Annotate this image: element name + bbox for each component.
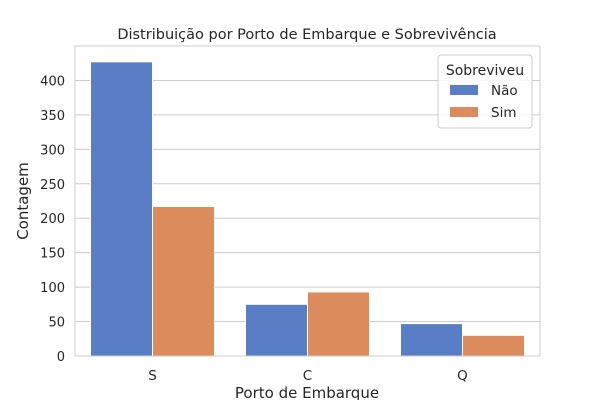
x-tick-label: Q [457,368,468,384]
x-tick-label: C [303,368,312,384]
y-tick-labels: 0 50 100 150 200 250 300 350 400 [40,74,65,365]
y-tick-label: 200 [40,212,65,227]
legend-swatch-sim [450,107,478,117]
y-tick-label: 300 [40,143,65,158]
legend-label-sim: Sim [491,105,516,121]
y-tick-label: 50 [48,316,65,331]
y-tick-label: 400 [40,74,65,89]
bar-s-sim [152,206,215,357]
y-tick-label: 100 [40,281,65,296]
bar-q-sim [462,334,525,357]
y-tick-label: 150 [40,247,65,262]
chart-title: Distribuição por Porto de Embarque e Sob… [117,27,496,43]
bar-q-nao [400,323,463,357]
bar-c-sim [307,291,370,357]
legend: Sobreviveu Não Sim [437,54,533,129]
bar-c-nao [245,303,308,357]
plot-frame [74,45,541,357]
y-tick-label: 350 [40,109,65,124]
y-tick-label: 0 [57,350,65,365]
legend-label-nao: Não [491,83,518,99]
x-tick-label: S [148,368,157,384]
legend-title: Sobreviveu [446,63,524,79]
bar-s-nao [90,61,153,357]
y-tick-label: 250 [40,178,65,193]
x-axis-label: Porto de Embarque [235,384,379,400]
legend-swatch-nao [450,85,478,95]
y-axis-label: Contagem [14,162,32,240]
bars [90,61,525,357]
